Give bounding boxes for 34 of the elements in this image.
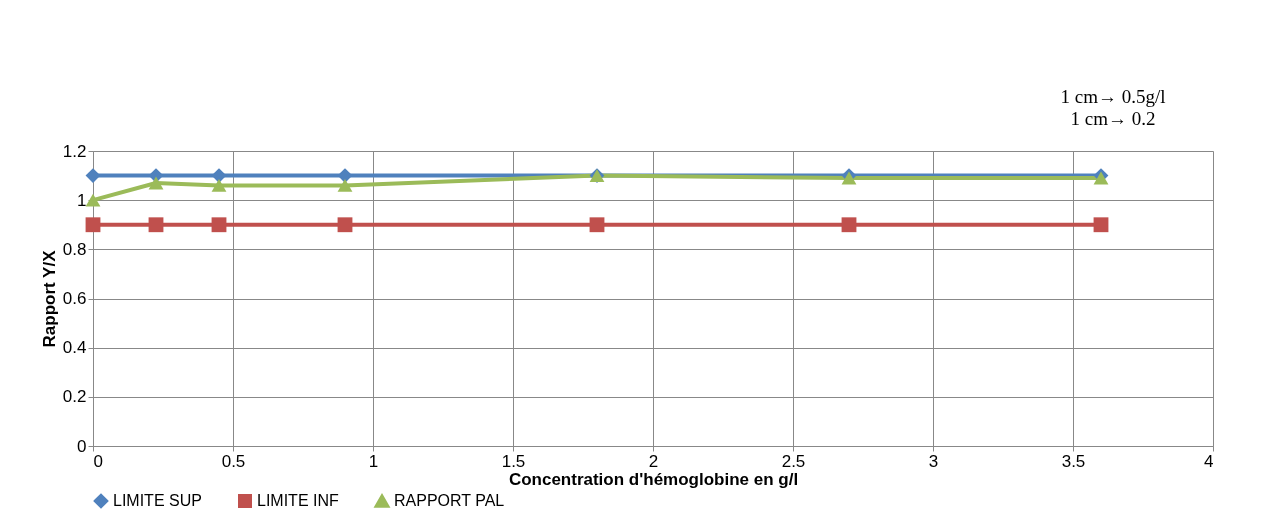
point [148, 217, 164, 233]
y-tick-label: 0.8 [62, 239, 87, 259]
x-tick-label: 4 [1204, 451, 1214, 471]
y-tick-label: 0.2 [62, 387, 87, 407]
point [841, 217, 857, 233]
point [211, 217, 227, 233]
y-tick-label: 0.4 [62, 338, 87, 358]
point [85, 193, 101, 207]
x-tick-label: 2 [648, 451, 659, 471]
point [85, 217, 101, 233]
point [337, 217, 353, 233]
legend-label: LIMITE INF [257, 492, 340, 509]
y-tick-label: 1 [77, 190, 87, 210]
legend-label: LIMITE SUP [113, 492, 202, 509]
x-tick-label: 0 [93, 451, 103, 471]
x-tick-label: 0.5 [221, 451, 246, 471]
y-tick-label: 0 [77, 436, 87, 456]
point [148, 176, 164, 190]
point [211, 178, 227, 192]
text: 1 cm→ 0.2 [1070, 108, 1156, 129]
x-axis-title: Concentration d'hémoglobine en g/l [508, 469, 799, 489]
y-axis-title: Rapport Y/X [39, 249, 59, 348]
point [589, 217, 605, 233]
point [1093, 217, 1109, 233]
y-tick-label: 1.2 [62, 141, 87, 161]
text: 1 cm→ 0.5g/l [1060, 86, 1166, 107]
point [337, 178, 353, 192]
legend-label: RAPPORT PAL [394, 492, 505, 510]
x-tick-label: 3.5 [1061, 451, 1086, 471]
x-tick-label: 2.5 [781, 451, 806, 471]
x-tick-label: 1.5 [501, 451, 526, 471]
y-tick-label: 0.6 [62, 289, 87, 308]
x-tick-label: 3 [928, 451, 939, 471]
x-tick-label: 1 [368, 451, 379, 471]
